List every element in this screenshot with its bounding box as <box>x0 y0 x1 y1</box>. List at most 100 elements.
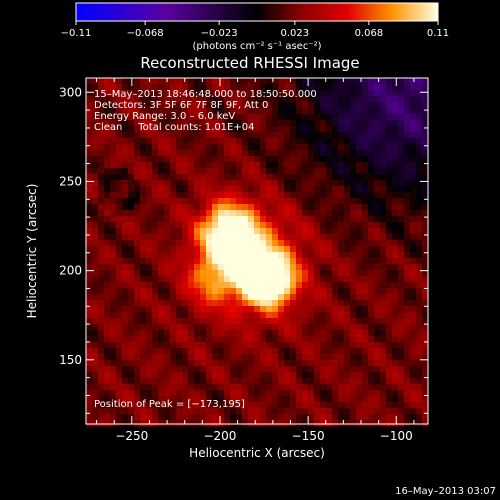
heatmap-cell <box>86 222 93 229</box>
heatmap-cell <box>392 270 399 277</box>
heatmap-cell <box>332 96 339 103</box>
heatmap-cell <box>374 186 381 193</box>
heatmap-cell <box>182 168 189 175</box>
heatmap-cell <box>398 294 405 301</box>
heatmap-cell <box>200 372 207 379</box>
heatmap-cell <box>170 384 177 391</box>
heatmap-cell <box>404 144 411 151</box>
heatmap-cell <box>320 192 327 199</box>
heatmap-cell <box>362 102 369 109</box>
heatmap-cell <box>152 420 159 427</box>
heatmap-cell <box>272 234 279 241</box>
heatmap-cell <box>218 288 225 295</box>
heatmap-cell <box>272 192 279 199</box>
heatmap-cell <box>158 348 165 355</box>
heatmap-cell <box>218 402 225 409</box>
heatmap-cell <box>188 384 195 391</box>
heatmap-cell <box>266 132 273 139</box>
heatmap-cell <box>410 384 417 391</box>
x-tick-label: −150 <box>292 429 325 443</box>
heatmap-cell <box>188 288 195 295</box>
heatmap-cell <box>260 378 267 385</box>
heatmap-cell <box>380 114 387 121</box>
heatmap-cell <box>302 114 309 121</box>
heatmap-cell <box>296 330 303 337</box>
heatmap-cell <box>422 384 429 391</box>
heatmap-cell <box>326 420 333 427</box>
heatmap-cell <box>350 120 357 127</box>
heatmap-cell <box>194 108 201 115</box>
heatmap-cell <box>182 120 189 127</box>
heatmap-cell <box>212 234 219 241</box>
heatmap-cell <box>182 342 189 349</box>
heatmap-cell <box>236 408 243 415</box>
heatmap-cell <box>284 402 291 409</box>
heatmap-cell <box>188 120 195 127</box>
heatmap-cell <box>296 126 303 133</box>
heatmap-cell <box>368 228 375 235</box>
heatmap-cell <box>242 414 249 421</box>
heatmap-cell <box>266 264 273 271</box>
heatmap-cell <box>224 84 231 91</box>
heatmap-cell <box>302 222 309 229</box>
heatmap-cell <box>374 348 381 355</box>
heatmap-cell <box>146 354 153 361</box>
heatmap-cell <box>410 246 417 253</box>
heatmap-cell <box>194 240 201 247</box>
heatmap-cell <box>224 288 231 295</box>
heatmap-cell <box>392 108 399 115</box>
heatmap-cell <box>194 90 201 97</box>
heatmap-cell <box>224 78 231 85</box>
heatmap-cell <box>392 204 399 211</box>
heatmap-cell <box>110 132 117 139</box>
heatmap-cell <box>86 78 93 85</box>
heatmap-cell <box>122 246 129 253</box>
heatmap-cell <box>140 270 147 277</box>
heatmap-cell <box>200 138 207 145</box>
heatmap-cell <box>290 366 297 373</box>
heatmap-cell <box>116 312 123 319</box>
heatmap-cell <box>416 234 423 241</box>
heatmap-cell <box>242 330 249 337</box>
heatmap-cell <box>320 114 327 121</box>
heatmap-cell <box>134 390 141 397</box>
heatmap-cell <box>314 90 321 97</box>
heatmap-cell <box>158 108 165 115</box>
heatmap-cell <box>422 150 429 157</box>
heatmap-cell <box>416 246 423 253</box>
heatmap-cell <box>350 312 357 319</box>
heatmap-cell <box>320 330 327 337</box>
heatmap-cell <box>230 300 237 307</box>
heatmap-cell <box>386 204 393 211</box>
heatmap-cell <box>236 222 243 229</box>
heatmap-cell <box>206 336 213 343</box>
heatmap-cell <box>110 414 117 421</box>
heatmap-cell <box>182 306 189 313</box>
heatmap-cell <box>194 84 201 91</box>
heatmap-cell <box>296 258 303 265</box>
heatmap-cell <box>368 78 375 85</box>
heatmap-cell <box>338 294 345 301</box>
heatmap-cell <box>380 84 387 91</box>
heatmap-cell <box>140 294 147 301</box>
heatmap-cell <box>98 306 105 313</box>
heatmap-cell <box>92 354 99 361</box>
heatmap-cell <box>164 126 171 133</box>
heatmap-cell <box>122 162 129 169</box>
heatmap-cell <box>314 126 321 133</box>
heatmap-cell <box>368 414 375 421</box>
heatmap-cell <box>302 162 309 169</box>
heatmap-cell <box>296 294 303 301</box>
heatmap-cell <box>332 318 339 325</box>
heatmap-cell <box>188 96 195 103</box>
heatmap-cell <box>152 180 159 187</box>
heatmap-cell <box>236 102 243 109</box>
heatmap-cell <box>272 318 279 325</box>
heatmap-cell <box>218 324 225 331</box>
heatmap-cell <box>380 270 387 277</box>
heatmap-cell <box>362 360 369 367</box>
heatmap-image <box>86 78 429 427</box>
heatmap-cell <box>230 84 237 91</box>
heatmap-cell <box>110 228 117 235</box>
heatmap-cell <box>92 414 99 421</box>
